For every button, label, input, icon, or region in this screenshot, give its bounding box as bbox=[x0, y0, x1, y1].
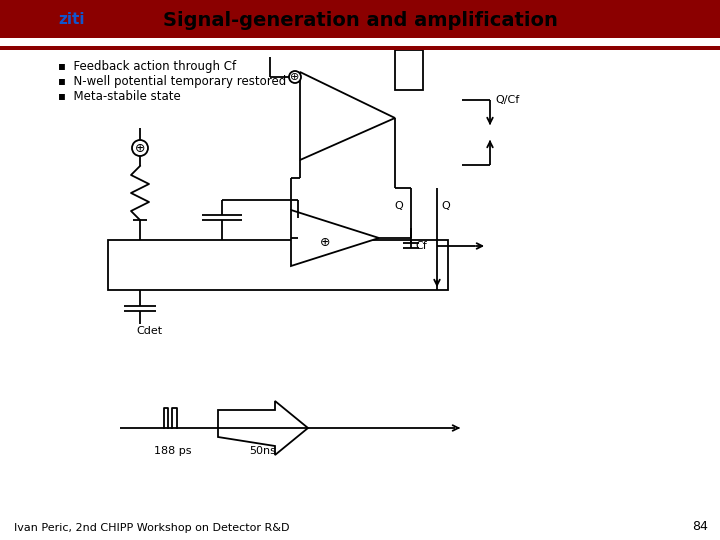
Bar bbox=[0, 46, 720, 50]
Bar bbox=[0, 38, 720, 46]
Text: 50ns: 50ns bbox=[250, 446, 276, 456]
Text: Signal-generation and amplification: Signal-generation and amplification bbox=[163, 10, 557, 30]
Circle shape bbox=[289, 71, 301, 83]
Text: ⊕: ⊕ bbox=[320, 235, 330, 248]
Text: Q: Q bbox=[395, 201, 403, 211]
Bar bbox=[395, 50, 423, 90]
Text: ▪  Feedback action through Cf: ▪ Feedback action through Cf bbox=[58, 60, 236, 73]
Text: 84: 84 bbox=[692, 520, 708, 533]
Text: Q/Cf: Q/Cf bbox=[495, 95, 519, 105]
Text: ziti: ziti bbox=[59, 12, 85, 28]
Bar bbox=[0, 0, 720, 38]
Text: ▪  N-well potential temporary restored: ▪ N-well potential temporary restored bbox=[58, 75, 287, 88]
Text: ⊕: ⊕ bbox=[290, 72, 300, 82]
Bar bbox=[108, 240, 448, 290]
Text: ▪  Meta-stabile state: ▪ Meta-stabile state bbox=[58, 90, 181, 103]
Polygon shape bbox=[300, 72, 395, 160]
Text: Q: Q bbox=[441, 201, 450, 211]
Text: Ivan Peric, 2nd CHIPP Workshop on Detector R&D: Ivan Peric, 2nd CHIPP Workshop on Detect… bbox=[14, 523, 289, 533]
Polygon shape bbox=[218, 401, 308, 455]
Text: ⊕: ⊕ bbox=[135, 141, 145, 154]
Polygon shape bbox=[291, 210, 379, 266]
Text: Cdet: Cdet bbox=[136, 326, 162, 336]
Text: 188 ps: 188 ps bbox=[154, 446, 192, 456]
Text: Cf: Cf bbox=[415, 241, 427, 251]
Circle shape bbox=[132, 140, 148, 156]
